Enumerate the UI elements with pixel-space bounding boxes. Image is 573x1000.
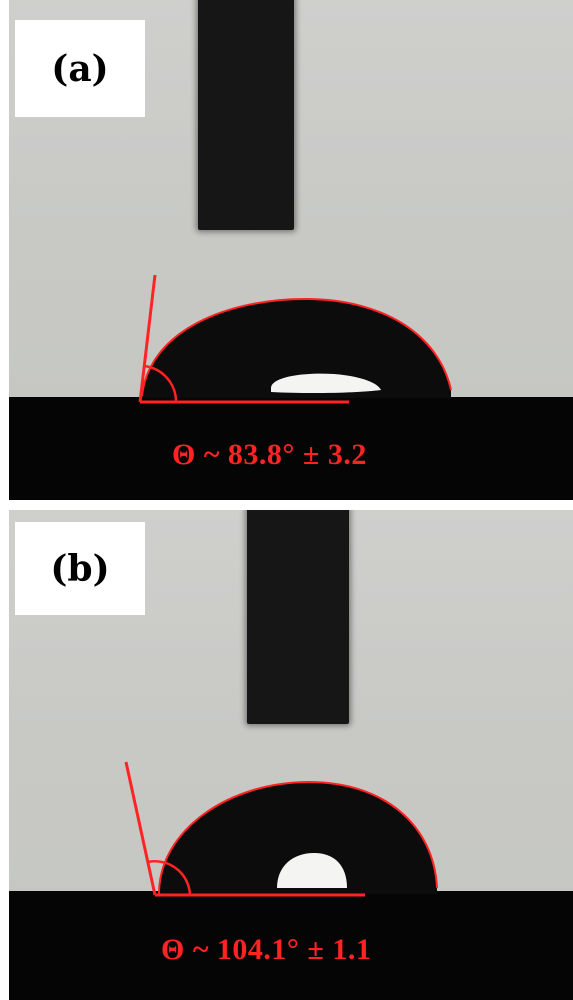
tangent-line bbox=[124, 761, 157, 896]
syringe-needle bbox=[247, 510, 349, 724]
panel-b: (b) Θ ~ 104.1° ± 1.1 bbox=[9, 510, 573, 1000]
panel-a: (a) Θ ~ 83.8° ± 3.2 bbox=[9, 0, 573, 500]
droplet-reflection bbox=[271, 373, 381, 394]
tangent-line bbox=[138, 274, 157, 403]
syringe-needle bbox=[198, 0, 294, 230]
panel-label-b: (b) bbox=[15, 522, 145, 615]
droplet-profile-line bbox=[141, 297, 452, 397]
water-droplet bbox=[159, 782, 437, 894]
water-droplet bbox=[142, 298, 451, 398]
substrate-surface bbox=[9, 397, 573, 500]
contact-angle-readout-a: Θ ~ 83.8° ± 3.2 bbox=[172, 438, 367, 471]
panel-label-a: (a) bbox=[15, 20, 145, 117]
contact-angle-readout-b: Θ ~ 104.1° ± 1.1 bbox=[161, 933, 372, 966]
droplet-profile-line bbox=[158, 780, 438, 895]
substrate-surface bbox=[9, 891, 573, 1000]
droplet-reflection bbox=[277, 853, 347, 888]
angle-arc bbox=[147, 860, 192, 896]
